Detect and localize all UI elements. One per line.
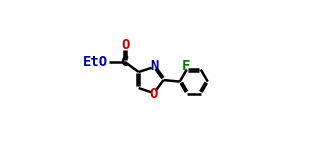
Text: EtO: EtO: [83, 55, 108, 69]
Text: O: O: [121, 38, 130, 52]
Text: F: F: [182, 59, 190, 73]
Text: C: C: [121, 55, 130, 69]
Text: O: O: [149, 87, 157, 101]
Text: N: N: [150, 59, 158, 73]
